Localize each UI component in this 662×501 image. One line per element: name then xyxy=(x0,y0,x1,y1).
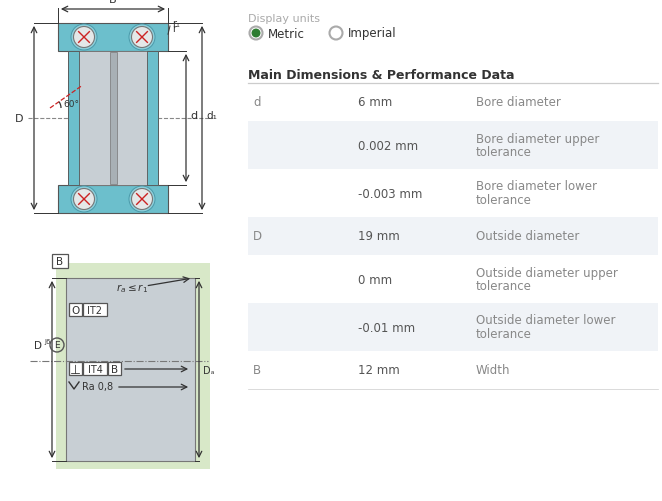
Text: D: D xyxy=(34,340,42,350)
Text: tolerance: tolerance xyxy=(476,328,532,341)
Bar xyxy=(109,53,117,185)
Bar xyxy=(58,186,168,213)
Bar xyxy=(58,24,168,52)
Text: tolerance: tolerance xyxy=(476,146,532,159)
Circle shape xyxy=(73,189,95,210)
Text: Imperial: Imperial xyxy=(348,28,397,41)
Bar xyxy=(147,52,158,186)
Text: $r_a \leq r_1$: $r_a \leq r_1$ xyxy=(117,282,148,295)
Text: D: D xyxy=(15,114,23,124)
Text: 0 mm: 0 mm xyxy=(358,273,392,286)
Bar xyxy=(69,362,82,375)
Text: -0.003 mm: -0.003 mm xyxy=(358,187,422,200)
Text: d: d xyxy=(253,96,261,109)
Bar xyxy=(248,304,658,351)
Circle shape xyxy=(129,187,155,212)
Text: d: d xyxy=(190,111,197,121)
Bar xyxy=(83,304,107,316)
Circle shape xyxy=(71,25,97,51)
Bar xyxy=(56,264,210,469)
Text: tolerance: tolerance xyxy=(476,194,532,207)
Text: D: D xyxy=(253,230,262,243)
Text: B: B xyxy=(111,364,118,374)
Text: 12 mm: 12 mm xyxy=(358,364,400,377)
Text: IT4: IT4 xyxy=(87,364,103,374)
Bar xyxy=(69,304,82,316)
Bar xyxy=(66,279,195,461)
Circle shape xyxy=(252,30,260,38)
Bar xyxy=(108,362,121,375)
Text: ⊥: ⊥ xyxy=(70,363,81,376)
Text: tolerance: tolerance xyxy=(476,280,532,293)
Text: Metric: Metric xyxy=(268,28,305,41)
Text: r: r xyxy=(172,24,176,34)
Text: Outside diameter upper: Outside diameter upper xyxy=(476,266,618,279)
Circle shape xyxy=(129,25,155,51)
Text: IT2: IT2 xyxy=(87,306,103,315)
Text: Display units: Display units xyxy=(248,14,320,24)
Text: -0.01 mm: -0.01 mm xyxy=(358,321,415,334)
Text: B: B xyxy=(109,0,117,5)
Text: d₁: d₁ xyxy=(206,111,217,121)
Text: 6 mm: 6 mm xyxy=(358,96,393,109)
Text: 60°: 60° xyxy=(63,100,79,109)
Text: O: O xyxy=(71,306,79,315)
Circle shape xyxy=(132,28,152,49)
Text: E: E xyxy=(54,341,60,350)
Bar xyxy=(248,122,658,170)
Text: Bore diameter upper: Bore diameter upper xyxy=(476,132,599,145)
Text: B: B xyxy=(253,364,261,377)
Text: Dₐ: Dₐ xyxy=(203,365,214,375)
Bar xyxy=(52,255,68,269)
Text: 0.002 mm: 0.002 mm xyxy=(358,139,418,152)
Circle shape xyxy=(73,28,95,49)
Text: r₁: r₁ xyxy=(172,19,180,29)
Text: Outside diameter: Outside diameter xyxy=(476,230,579,243)
Text: Main Dimensions & Performance Data: Main Dimensions & Performance Data xyxy=(248,69,514,82)
Circle shape xyxy=(132,189,152,210)
Text: Ra 0,8: Ra 0,8 xyxy=(82,381,113,391)
Bar xyxy=(83,362,107,375)
Text: 19 mm: 19 mm xyxy=(358,230,400,243)
Bar xyxy=(68,52,158,186)
Text: Bore diameter: Bore diameter xyxy=(476,96,561,109)
Bar xyxy=(248,217,658,256)
Text: Width: Width xyxy=(476,364,510,377)
Circle shape xyxy=(71,187,97,212)
Text: Bore diameter lower: Bore diameter lower xyxy=(476,180,597,193)
Bar xyxy=(68,52,79,186)
Text: J6: J6 xyxy=(44,338,50,344)
Text: Outside diameter lower: Outside diameter lower xyxy=(476,314,616,327)
Text: B: B xyxy=(56,257,64,267)
